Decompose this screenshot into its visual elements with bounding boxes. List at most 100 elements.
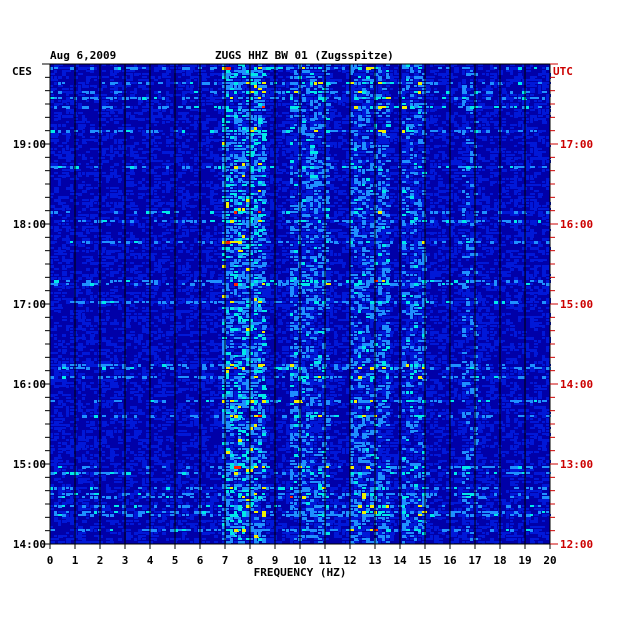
spectrogram-cell [262, 247, 267, 249]
spectrogram-cell [354, 148, 357, 151]
spectrogram-cell [546, 247, 551, 250]
spectrogram-cell [350, 88, 355, 91]
spectrogram-cell [158, 148, 161, 151]
spectrogram-cell [194, 241, 199, 243]
spectrogram-cell [210, 238, 215, 240]
spectrogram-cell [410, 145, 414, 148]
spectrogram-cell [166, 136, 169, 138]
spectrogram-cell [470, 88, 474, 90]
spectrogram-cell [170, 163, 174, 165]
spectrogram-cell [394, 76, 399, 78]
spectrogram-cell [126, 115, 129, 118]
spectrogram-cell [166, 121, 170, 123]
spectrogram-cell [234, 145, 238, 147]
spectrogram-cell [182, 94, 185, 97]
spectrogram-cell [518, 166, 522, 168]
spectrogram-cell [322, 172, 325, 174]
spectrogram-cell [406, 73, 409, 76]
spectrogram-cell [458, 244, 462, 246]
spectrogram-cell [514, 211, 519, 214]
spectrogram-cell [310, 85, 313, 87]
spectrogram-cell [418, 202, 423, 205]
spectrogram-cell [122, 97, 125, 100]
spectrogram-cell [230, 160, 234, 163]
spectrogram-cell [402, 97, 405, 99]
spectrogram-cell [126, 247, 129, 250]
spectrogram-cell [206, 181, 209, 183]
spectrogram-cell [50, 166, 54, 168]
spectrogram-cell [510, 226, 514, 228]
spectrogram-cell [490, 118, 493, 120]
spectrogram-cell [246, 115, 251, 117]
spectrogram-cell [426, 106, 429, 108]
spectrogram-cell [50, 136, 54, 138]
spectrogram-cell [354, 151, 358, 154]
spectrogram-cell [150, 100, 155, 102]
spectrogram-cell [406, 205, 409, 207]
spectrogram-cell [74, 241, 78, 244]
spectrogram-cell [294, 220, 298, 223]
spectrogram-cell [346, 106, 350, 108]
spectrogram-cell [390, 136, 395, 139]
spectrogram-cell [206, 97, 211, 99]
spectrogram-cell [66, 70, 71, 72]
spectrogram-cell [278, 220, 282, 222]
spectrogram-cell [378, 166, 382, 169]
spectrogram-cell [334, 82, 337, 84]
spectrogram-cell [446, 172, 450, 174]
spectrogram-cell [526, 103, 529, 106]
spectrogram-cell [434, 88, 437, 90]
spectrogram-cell [306, 205, 311, 208]
spectrogram-cell [462, 205, 466, 207]
spectrogram-cell [230, 157, 235, 159]
spectrogram-cell [270, 154, 275, 157]
spectrogram-cell [430, 79, 434, 82]
spectrogram-cell [490, 217, 494, 219]
spectrogram-cell [70, 199, 73, 202]
spectrogram-cell [186, 229, 189, 232]
spectrogram-cell [362, 85, 366, 87]
spectrogram-cell [314, 244, 318, 247]
spectrogram-cell [350, 214, 353, 216]
spectrogram-cell [310, 199, 313, 201]
spectrogram-cell [242, 73, 247, 75]
spectrogram-cell [50, 247, 54, 249]
spectrogram-cell [306, 157, 311, 159]
spectrogram-cell [334, 169, 338, 171]
spectrogram-cell [242, 151, 245, 154]
spectrogram-cell [262, 124, 267, 127]
spectrogram-cell [262, 100, 265, 102]
spectrogram-cell [542, 97, 545, 100]
spectrogram-cell [194, 109, 198, 111]
spectrogram-cell [386, 190, 389, 192]
spectrogram-cell [242, 82, 247, 84]
spectrogram-cell [546, 136, 549, 139]
spectrogram-cell [178, 205, 181, 207]
spectrogram-cell [494, 241, 498, 243]
spectrogram-cell [430, 193, 433, 196]
spectrogram-cell [270, 106, 273, 109]
spectrogram-cell [258, 106, 263, 108]
spectrogram-cell [366, 205, 369, 208]
spectrogram-cell [318, 67, 323, 69]
spectrogram-cell [310, 229, 315, 232]
spectrogram-cell [514, 223, 518, 226]
spectrogram-cell [106, 217, 110, 219]
spectrogram-cell [406, 247, 409, 249]
spectrogram-cell [310, 166, 314, 169]
spectrogram-cell [378, 223, 382, 225]
spectrogram-cell [366, 244, 371, 247]
spectrogram-cell [226, 229, 229, 232]
spectrogram-cell [418, 241, 423, 244]
spectrogram-cell [266, 76, 270, 78]
spectrogram-cell [466, 139, 470, 141]
spectrogram-cell [430, 97, 433, 100]
spectrogram-cell [518, 229, 521, 232]
spectrogram-cell [470, 109, 473, 111]
spectrogram-cell [450, 82, 453, 84]
spectrogram-cell [546, 229, 551, 231]
spectrogram-cell [506, 178, 509, 180]
spectrogram-cell [378, 241, 383, 243]
spectrogram-cell [374, 244, 379, 247]
spectrogram-cell [114, 205, 119, 208]
